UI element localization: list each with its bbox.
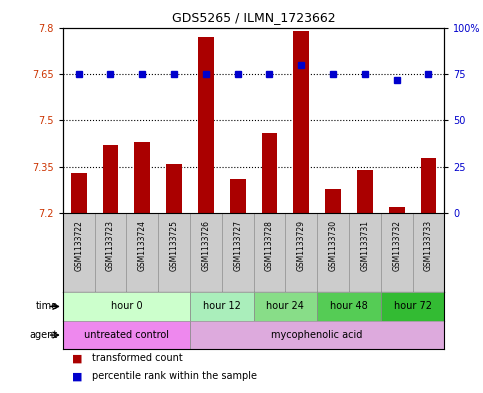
Text: untreated control: untreated control bbox=[84, 330, 169, 340]
Text: ■: ■ bbox=[72, 371, 86, 381]
Bar bbox=[254, 292, 317, 321]
Bar bbox=[198, 37, 214, 213]
Bar bbox=[317, 292, 381, 321]
Text: ■: ■ bbox=[72, 353, 86, 363]
Bar bbox=[63, 292, 190, 321]
Bar bbox=[293, 31, 309, 213]
Bar bbox=[412, 213, 444, 292]
Bar bbox=[158, 213, 190, 292]
Text: hour 24: hour 24 bbox=[267, 301, 304, 312]
Text: GSM1133724: GSM1133724 bbox=[138, 220, 147, 271]
Bar bbox=[95, 213, 127, 292]
Bar bbox=[134, 142, 150, 213]
Bar bbox=[285, 213, 317, 292]
Text: hour 12: hour 12 bbox=[203, 301, 241, 312]
Text: hour 0: hour 0 bbox=[111, 301, 142, 312]
Text: GSM1133727: GSM1133727 bbox=[233, 220, 242, 271]
Text: mycophenolic acid: mycophenolic acid bbox=[271, 330, 363, 340]
Text: GSM1133731: GSM1133731 bbox=[360, 220, 369, 271]
Bar bbox=[381, 292, 444, 321]
Text: hour 72: hour 72 bbox=[394, 301, 432, 312]
Bar bbox=[317, 213, 349, 292]
Bar bbox=[190, 213, 222, 292]
Bar bbox=[63, 213, 95, 292]
Text: GSM1133723: GSM1133723 bbox=[106, 220, 115, 271]
Bar bbox=[421, 158, 437, 213]
Bar bbox=[71, 173, 86, 213]
Bar bbox=[261, 133, 277, 213]
Bar bbox=[102, 145, 118, 213]
Text: agent: agent bbox=[30, 330, 58, 340]
Text: GDS5265 / ILMN_1723662: GDS5265 / ILMN_1723662 bbox=[172, 11, 335, 24]
Bar bbox=[230, 179, 246, 213]
Text: GSM1133726: GSM1133726 bbox=[201, 220, 211, 271]
Bar bbox=[325, 189, 341, 213]
Bar bbox=[127, 213, 158, 292]
Bar bbox=[63, 321, 190, 349]
Text: percentile rank within the sample: percentile rank within the sample bbox=[92, 371, 257, 381]
Text: GSM1133729: GSM1133729 bbox=[297, 220, 306, 271]
Text: transformed count: transformed count bbox=[92, 353, 183, 363]
Text: hour 48: hour 48 bbox=[330, 301, 368, 312]
Bar bbox=[166, 164, 182, 213]
Bar bbox=[389, 207, 405, 213]
Bar bbox=[349, 213, 381, 292]
Text: GSM1133725: GSM1133725 bbox=[170, 220, 179, 271]
Bar bbox=[190, 292, 254, 321]
Bar bbox=[222, 213, 254, 292]
Text: GSM1133733: GSM1133733 bbox=[424, 220, 433, 271]
Bar bbox=[381, 213, 412, 292]
Text: GSM1133732: GSM1133732 bbox=[392, 220, 401, 271]
Bar bbox=[357, 170, 373, 213]
Text: GSM1133730: GSM1133730 bbox=[328, 220, 338, 271]
Text: GSM1133728: GSM1133728 bbox=[265, 220, 274, 271]
Text: time: time bbox=[36, 301, 58, 312]
Bar bbox=[190, 321, 444, 349]
Text: GSM1133722: GSM1133722 bbox=[74, 220, 83, 271]
Bar bbox=[254, 213, 285, 292]
